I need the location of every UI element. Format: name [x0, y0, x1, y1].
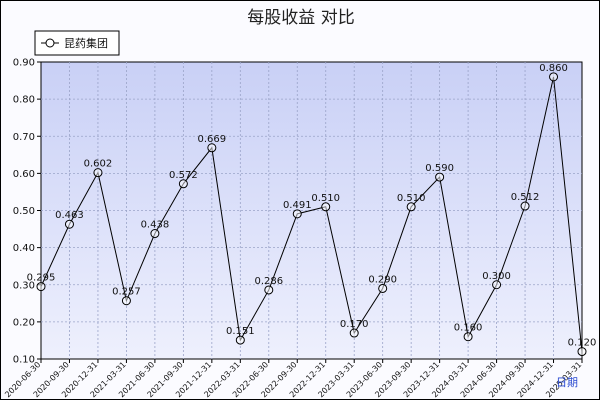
legend-label: 昆药集团	[64, 36, 108, 50]
data-label: 0.860	[539, 63, 568, 74]
series-line	[40, 76, 583, 352]
data-label: 0.438	[141, 220, 170, 231]
data-point	[549, 72, 559, 82]
data-point	[264, 285, 274, 295]
data-point	[150, 229, 160, 239]
data-point	[463, 332, 473, 342]
data-label: 0.170	[340, 319, 369, 330]
data-point	[577, 347, 587, 357]
y-tick-label: 0.10	[13, 355, 35, 366]
data-point	[349, 328, 359, 338]
y-tick-label: 0.30	[13, 280, 35, 291]
data-point	[292, 209, 302, 219]
x-axis-title: 日期	[556, 376, 578, 389]
data-point	[178, 179, 188, 189]
data-label: 0.602	[84, 159, 113, 170]
data-label: 0.257	[112, 287, 141, 298]
data-label: 0.120	[568, 338, 597, 349]
data-label: 0.463	[55, 210, 84, 221]
data-label: 0.491	[283, 200, 312, 211]
data-point	[64, 219, 74, 229]
legend-circle-marker	[45, 38, 55, 48]
data-label: 0.669	[198, 134, 227, 145]
data-label: 0.300	[482, 271, 511, 282]
data-point	[520, 201, 530, 211]
data-point	[93, 168, 103, 178]
y-tick-label: 0.90	[13, 58, 35, 69]
data-label: 0.290	[368, 274, 397, 285]
data-point	[36, 282, 46, 292]
data-point	[492, 280, 502, 290]
data-label: 0.590	[425, 163, 454, 174]
data-label: 0.286	[254, 276, 283, 287]
data-label: 0.512	[511, 192, 540, 203]
data-point	[207, 143, 217, 153]
data-label: 0.510	[311, 193, 340, 204]
data-point	[321, 202, 331, 212]
y-tick-label: 0.60	[13, 169, 35, 180]
data-point	[121, 296, 131, 306]
y-tick-label: 0.80	[13, 95, 35, 106]
x-axis-ticks: 2020-06-302020-09-302020-12-312021-03-31…	[3, 359, 583, 399]
data-label: 0.572	[169, 170, 198, 181]
legend: 昆药集团	[34, 30, 120, 56]
data-label: 0.295	[27, 273, 56, 284]
data-point	[435, 172, 445, 182]
chart-title: 每股收益 对比	[247, 8, 354, 28]
data-labels: 0.295 0.463 0.602 0.257 0.438 0.572 0.669 0.151…	[27, 63, 597, 349]
data-point	[406, 202, 416, 212]
y-tick-label: 0.20	[13, 317, 35, 328]
data-label: 0.151	[226, 326, 255, 337]
data-label: 0.510	[397, 193, 426, 204]
data-label: 0.160	[454, 323, 483, 334]
series-layer	[36, 72, 587, 357]
data-point	[378, 283, 388, 293]
y-axis-ticks: 0.10 0.20 0.30 0.40 0.50 0.60 0.70 0.80 0.90	[13, 58, 41, 366]
y-tick-label: 0.50	[13, 206, 35, 217]
y-tick-label: 0.40	[13, 243, 35, 254]
data-point	[235, 335, 245, 345]
y-tick-label: 0.70	[13, 132, 35, 143]
